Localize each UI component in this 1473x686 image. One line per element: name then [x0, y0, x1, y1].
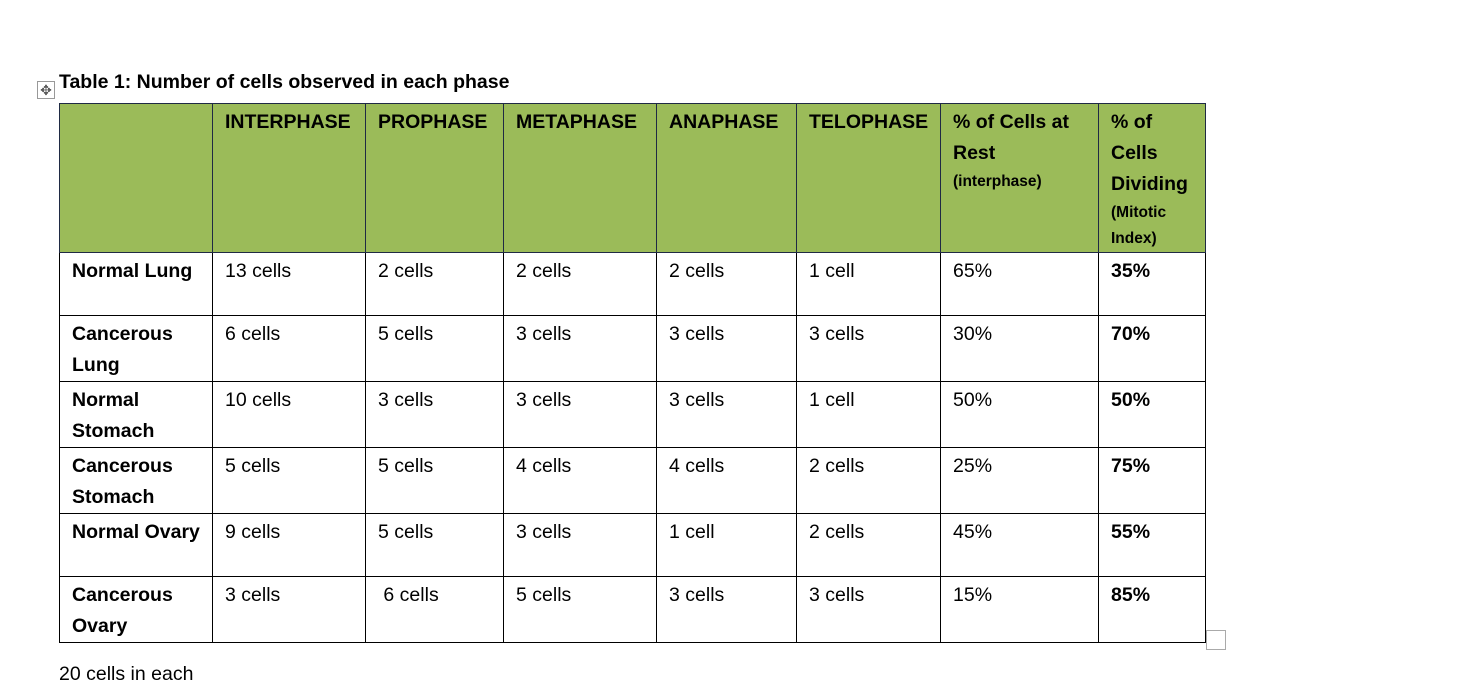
table-cell: 5 cells [365, 315, 504, 382]
table-cell: 55% [1098, 513, 1206, 577]
table-cell: 3 cells [212, 576, 366, 643]
body-text: 20 cells in each [59, 663, 194, 685]
table-cell: 50% [1098, 381, 1206, 448]
row-header: Normal Lung [59, 252, 213, 316]
column-header: INTERPHASE [212, 103, 366, 253]
table-cell: 45% [940, 513, 1099, 577]
header-label: PROPHASE [378, 111, 488, 133]
table-cell: 2 cells [365, 252, 504, 316]
table-cell: 15% [940, 576, 1099, 643]
table-cell: 4 cells [503, 447, 657, 514]
table-cell: 70% [1098, 315, 1206, 382]
column-header: PROPHASE [365, 103, 504, 253]
table-cell: 3 cells [503, 315, 657, 382]
column-header: % of Cells Dividing (Mitotic Index) [1098, 103, 1206, 253]
table-cell: 3 cells [796, 315, 941, 382]
table-cell: 3 cells [503, 513, 657, 577]
header-label: % of Cells Dividing [1111, 111, 1188, 195]
table-row: Normal Ovary 9 cells 5 cells 3 cells 1 cell 2… [59, 513, 1206, 577]
header-sublabel: (Mitotic Index) [1111, 204, 1167, 247]
header-label: ANAPHASE [669, 111, 779, 133]
table-row: Normal Lung 13 cells 2 cells 2 cells 2 cells… [59, 252, 1206, 316]
table-cell: 6 cells [365, 576, 504, 643]
table-cell: 2 cells [503, 252, 657, 316]
table-cell: 5 cells [365, 447, 504, 514]
table-cell: 3 cells [796, 576, 941, 643]
table-cell: 2 cells [656, 252, 797, 316]
table-cell: 1 cell [656, 513, 797, 577]
table-row: Cancerous Stomach 5 cells 5 cells 4 cells 4 … [59, 447, 1206, 514]
table-cell: 3 cells [503, 381, 657, 448]
table-cell: 2 cells [796, 447, 941, 514]
table-cell: 75% [1098, 447, 1206, 514]
table-row: Normal Stomach 10 cells 3 cells 3 cells 3 ce… [59, 381, 1206, 448]
table-cell: 3 cells [656, 576, 797, 643]
table-cell: 1 cell [796, 252, 941, 316]
row-header: Cancerous Ovary [59, 576, 213, 643]
row-header: Cancerous Lung [59, 315, 213, 382]
column-header: % of Cells at Rest (interphase) [940, 103, 1099, 253]
table-cell: 3 cells [365, 381, 504, 448]
header-label: INTERPHASE [225, 111, 351, 133]
table-caption: Table 1: Number of cells observed in eac… [59, 71, 510, 93]
table-cell: 5 cells [212, 447, 366, 514]
table-cell: 50% [940, 381, 1099, 448]
row-header: Normal Ovary [59, 513, 213, 577]
column-header: ANAPHASE [656, 103, 797, 253]
table-cell: 5 cells [365, 513, 504, 577]
column-header: METAPHASE [503, 103, 657, 253]
column-header: TELOPHASE [796, 103, 941, 253]
table-cell: 10 cells [212, 381, 366, 448]
cell-phase-table: INTERPHASE PROPHASE METAPHASE ANAPHASE TELOP… [59, 103, 1206, 643]
row-header: Normal Stomach [59, 381, 213, 448]
table-move-handle-icon[interactable]: ✥ [37, 81, 55, 99]
table-cell: 2 cells [796, 513, 941, 577]
header-label: TELOPHASE [809, 111, 929, 133]
header-label: % of Cells at Rest [953, 111, 1069, 164]
table-cell: 30% [940, 315, 1099, 382]
table-cell: 9 cells [212, 513, 366, 577]
header-sublabel: (interphase) [953, 173, 1042, 190]
table-cell: 1 cell [796, 381, 941, 448]
table-cell: 13 cells [212, 252, 366, 316]
table-end-marker [1206, 630, 1226, 650]
table-cell: 6 cells [212, 315, 366, 382]
table-cell: 35% [1098, 252, 1206, 316]
table-cell: 3 cells [656, 381, 797, 448]
table-cell: 5 cells [503, 576, 657, 643]
table-cell: 3 cells [656, 315, 797, 382]
row-header: Cancerous Stomach [59, 447, 213, 514]
table-cell: 65% [940, 252, 1099, 316]
table-row: Cancerous Lung 6 cells 5 cells 3 cells 3 cel… [59, 315, 1206, 382]
header-label: METAPHASE [516, 111, 637, 133]
table-row: Cancerous Ovary 3 cells 6 cells 5 cells 3 c… [59, 576, 1206, 643]
table-cell: 85% [1098, 576, 1206, 643]
table-cell: 25% [940, 447, 1099, 514]
table-cell: 4 cells [656, 447, 797, 514]
column-header [59, 103, 213, 253]
